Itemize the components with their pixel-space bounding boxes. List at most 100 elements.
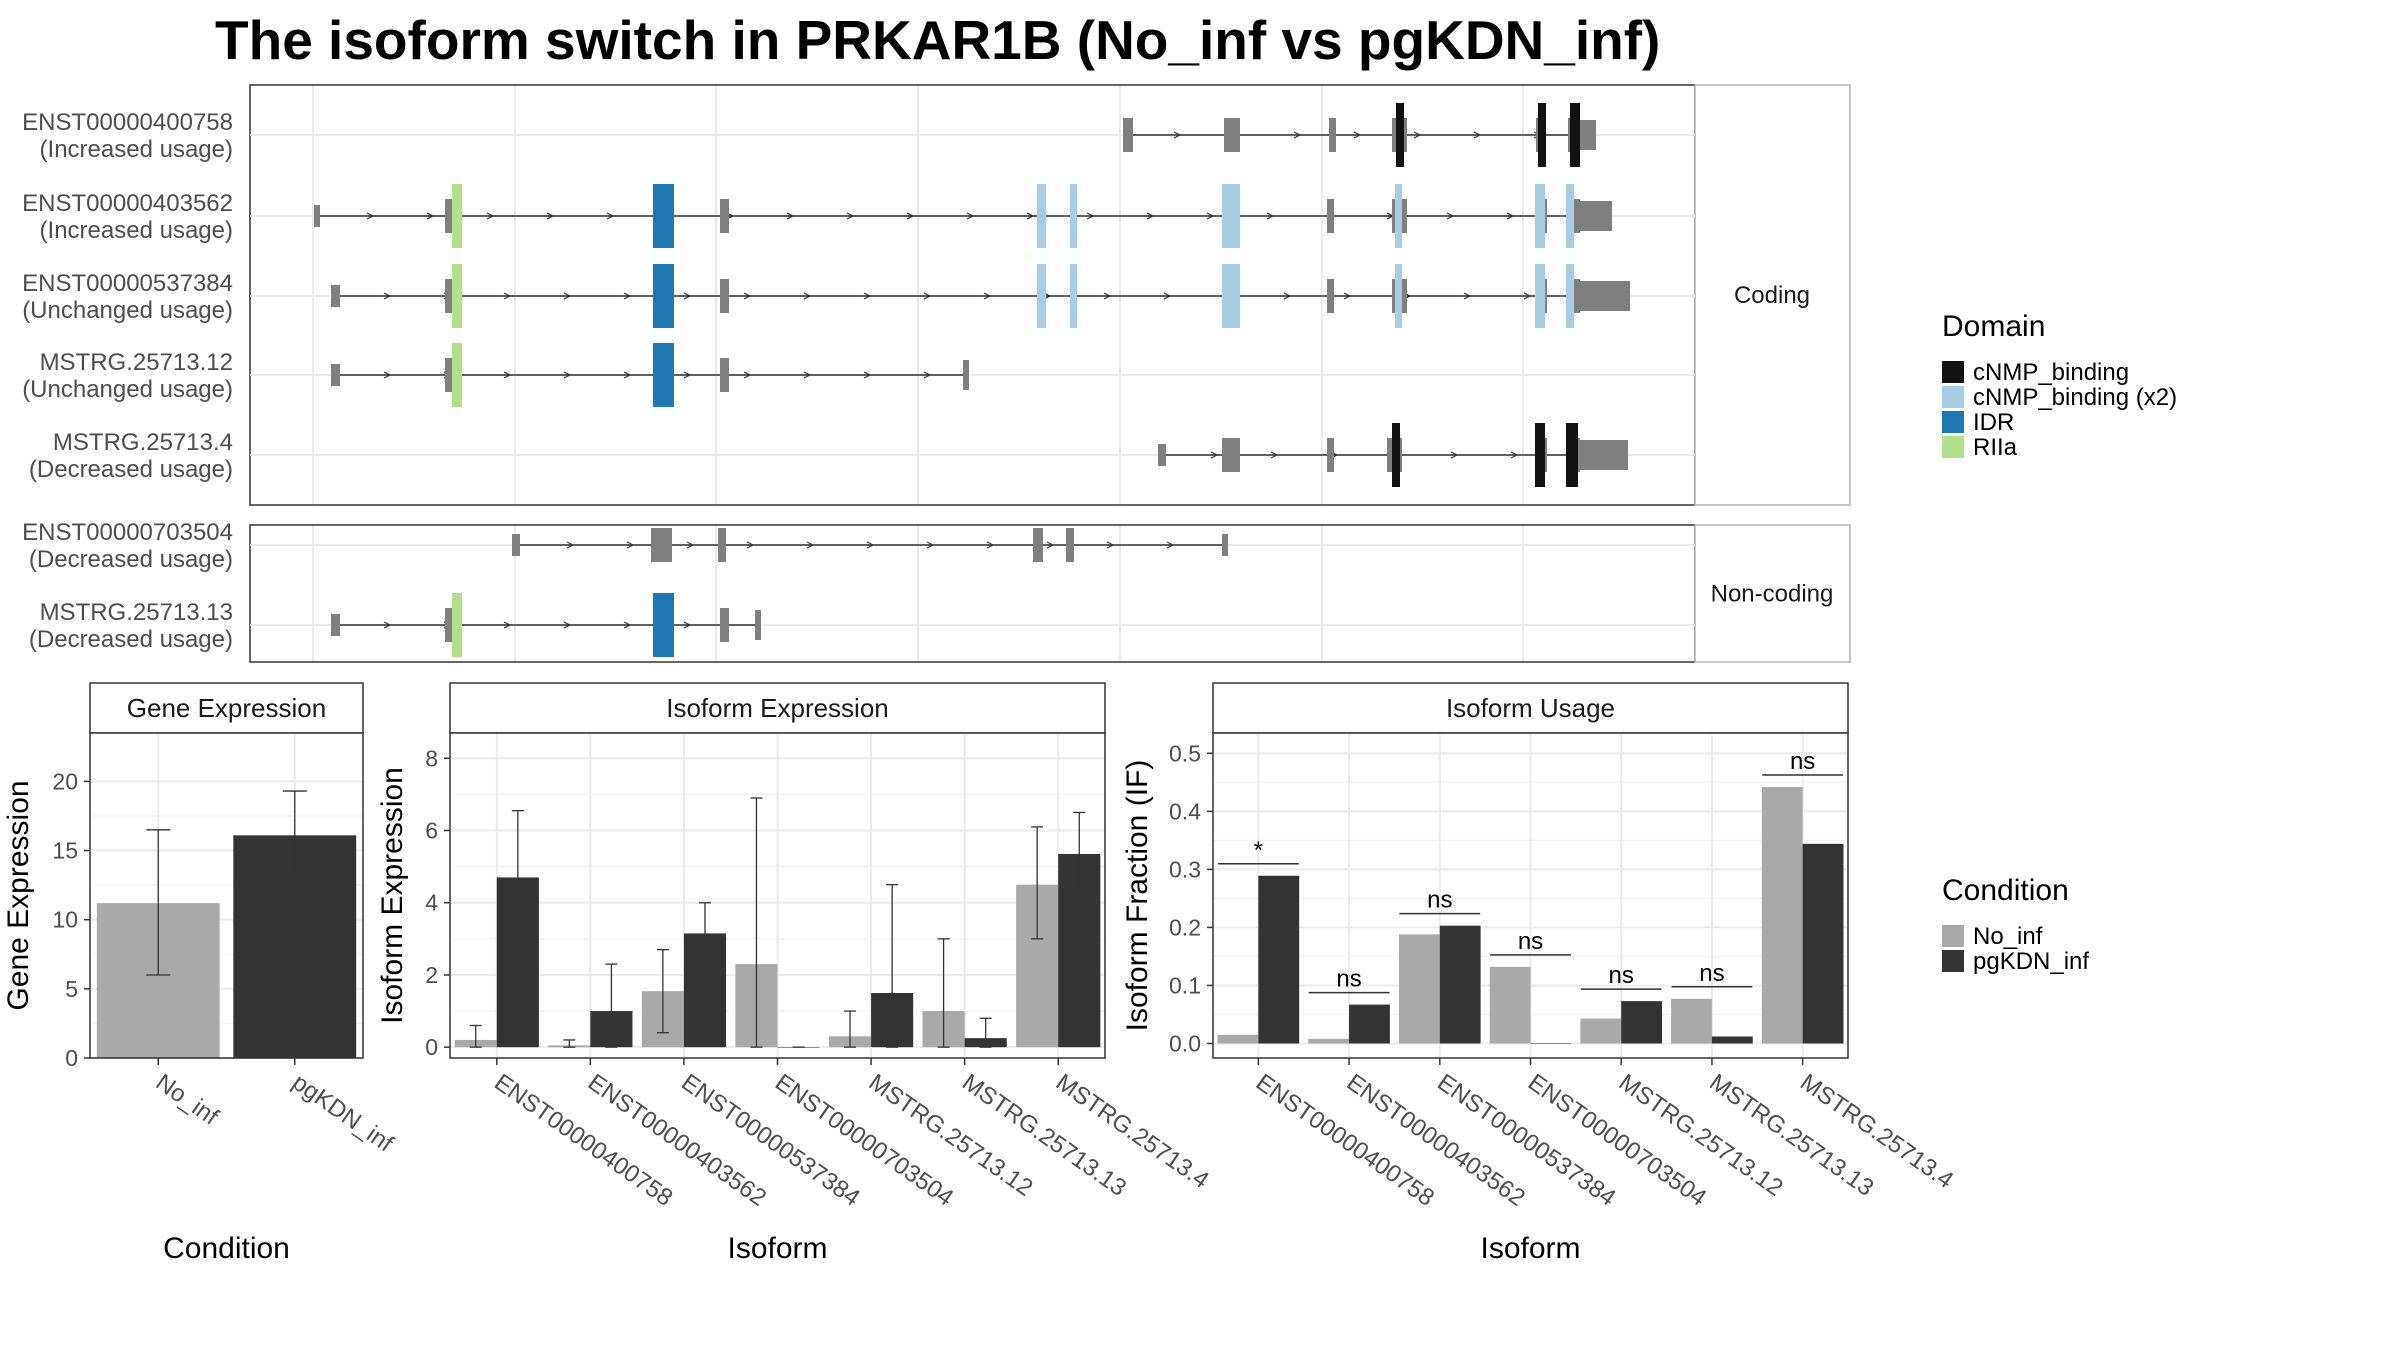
noncoding-panel-strip-label: Non-coding [1711, 581, 1834, 608]
y-tick-label: 15 [52, 838, 78, 864]
intron-arrow [366, 212, 375, 220]
x-tick-label: pgKDN_inf [287, 1069, 398, 1158]
intron-arrow [743, 371, 752, 379]
exon-block [331, 614, 340, 636]
exon-block [720, 279, 729, 313]
intron-arrow [1173, 131, 1182, 139]
exon-block [1580, 440, 1628, 470]
x-axis-title: Condition [163, 1232, 290, 1265]
intron-arrow [1523, 292, 1532, 300]
y-tick-label: 2 [425, 962, 438, 988]
intron-arrow [383, 621, 392, 629]
legend-swatch [1942, 411, 1964, 433]
chart-title-strip [449, 682, 1106, 734]
chart-panel-border [89, 732, 364, 1059]
bar [1711, 1036, 1753, 1044]
x-tick-label: MSTRG.25713.12 [864, 1069, 1038, 1202]
exon-block [1580, 281, 1630, 311]
intron-arrow [866, 541, 875, 549]
intron-arrow [1146, 212, 1155, 220]
domain-block [452, 593, 462, 657]
intron-arrow [1506, 212, 1515, 220]
intron-arrow [966, 212, 975, 220]
significance-label: ns [1790, 748, 1815, 775]
transcript-id-label: ENST00000537384 [22, 270, 233, 297]
transcript-id-label: ENST00000403562 [22, 190, 233, 217]
exon-block [1123, 118, 1133, 152]
intron-arrow [1343, 292, 1352, 300]
intron-arrow [383, 292, 392, 300]
domain-block [653, 593, 674, 657]
domain-block [1037, 264, 1046, 328]
bar [1580, 1018, 1622, 1044]
transcript-usage-label: (Increased usage) [40, 217, 233, 244]
noncoding-panel-bg [250, 525, 1695, 662]
exon-block [512, 534, 520, 556]
legend-swatch [1942, 386, 1964, 408]
intron-arrow [683, 292, 692, 300]
intron-arrow [1353, 131, 1362, 139]
intron-arrow [786, 212, 795, 220]
domain-block [1395, 184, 1402, 248]
intron-arrow [1266, 212, 1275, 220]
y-tick-label: 4 [425, 890, 438, 916]
y-tick-label: 0.4 [1169, 798, 1201, 824]
domain-block [1070, 184, 1077, 248]
intron-arrow [803, 292, 812, 300]
legend-label: pgKDN_inf [1973, 948, 2089, 975]
transcript-row [331, 593, 761, 657]
intron-arrow [563, 292, 572, 300]
domain-block [1222, 264, 1240, 328]
y-tick-label: 0.3 [1169, 856, 1201, 882]
exon-block [331, 285, 340, 307]
domain-block [1566, 423, 1578, 487]
y-tick-label: 5 [65, 976, 78, 1002]
domain-block [452, 343, 462, 407]
intron-arrow [1103, 292, 1112, 300]
exon-block [1327, 438, 1334, 472]
bar [1530, 1043, 1572, 1044]
exon-block [720, 358, 729, 392]
bar [1489, 966, 1531, 1044]
intron-arrow [983, 292, 992, 300]
transcript-usage-label: (Unchanged usage) [22, 376, 233, 403]
domain-block [1570, 103, 1580, 167]
legend-swatch [1942, 436, 1964, 458]
y-tick-label: 0 [425, 1034, 438, 1060]
intron-arrow [923, 292, 932, 300]
intron-arrow [1026, 212, 1035, 220]
y-axis-title: Gene Expression [2, 780, 35, 1010]
exon-block [963, 360, 969, 390]
domain-block [653, 343, 674, 407]
transcript-id-label: MSTRG.25713.13 [40, 599, 233, 626]
transcript-row [1123, 103, 1596, 167]
intron-arrow [986, 541, 995, 549]
transcript-usage-label: (Decreased usage) [29, 626, 233, 653]
transcript-id-label: MSTRG.25713.4 [53, 429, 233, 456]
domain-block [1070, 264, 1077, 328]
exon-block [314, 205, 320, 227]
significance-label: ns [1336, 966, 1361, 993]
intron-arrow [1446, 212, 1455, 220]
chart-title: Isoform Expression [666, 693, 889, 723]
domain-block [653, 184, 674, 248]
intron-arrow [1270, 451, 1279, 459]
transcript-row [331, 343, 969, 407]
intron-arrow [1166, 541, 1175, 549]
legend-label: cNMP_binding [1973, 359, 2129, 386]
x-tick-label: MSTRG.25713.4 [1051, 1069, 1214, 1194]
y-axis-title: Isoform Fraction (IF) [1121, 760, 1154, 1032]
domain-block [1037, 184, 1046, 248]
intron-arrow [1293, 131, 1302, 139]
intron-arrow [906, 212, 915, 220]
figure-title: The isoform switch in PRKAR1B (No_inf vs… [215, 9, 1661, 71]
bar [1217, 1034, 1259, 1044]
exon-block [1066, 528, 1074, 562]
x-axis-title: Isoform [1480, 1232, 1580, 1265]
intron-arrow [686, 541, 695, 549]
intron-arrow [1283, 292, 1292, 300]
intron-arrow [846, 212, 855, 220]
intron-arrow [1510, 451, 1519, 459]
